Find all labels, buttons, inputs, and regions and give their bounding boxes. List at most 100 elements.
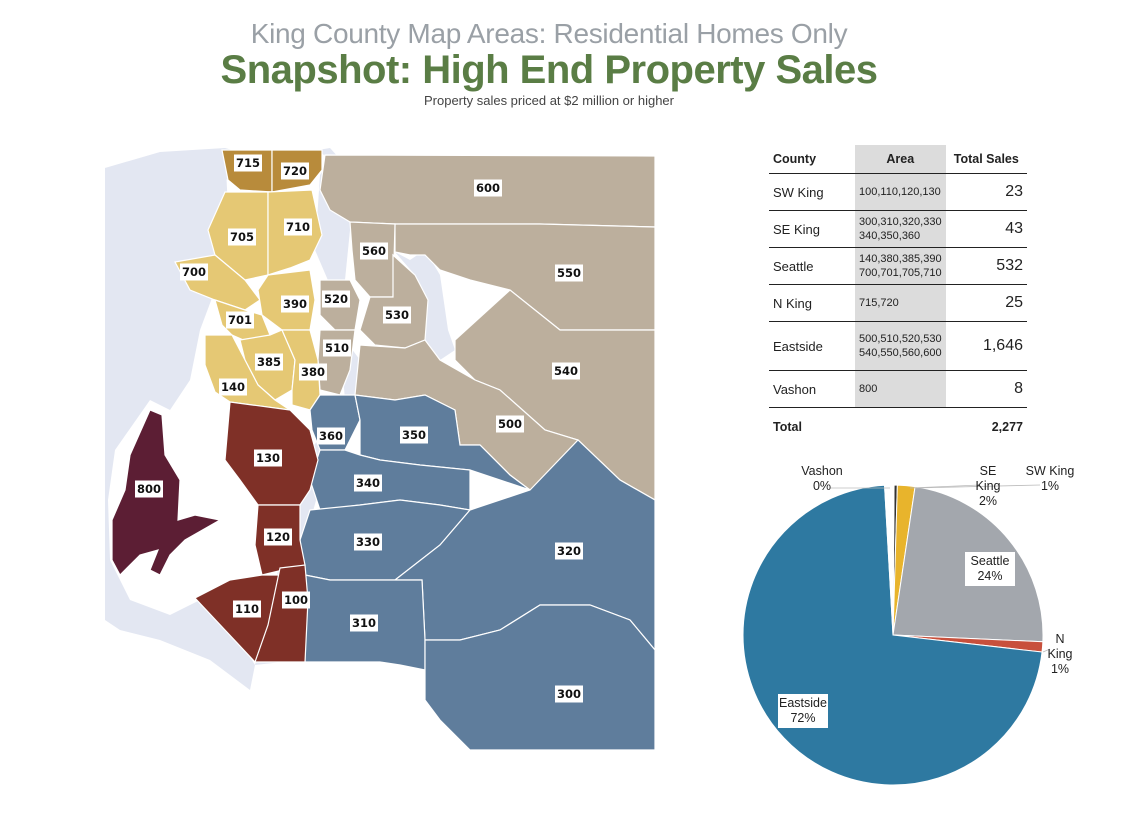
area-line: 300,310,320,330 [859,216,942,228]
county-cell: N King [769,284,855,322]
pie-label-sw-king: SW King 1% [1026,464,1075,493]
map-label-300: 300 [555,685,583,703]
map-label-140: 140 [219,378,247,396]
area-cell: 500,510,520,530 540,550,560,600 [855,321,946,371]
map-label-720: 720 [281,162,309,180]
svg-text:385: 385 [257,355,281,369]
map-label-310: 310 [350,614,378,632]
area-line: 100,110,120,130 [859,186,941,198]
pie-label-box [778,694,828,728]
svg-text:320: 320 [557,544,581,558]
county-cell: SW King [769,173,855,211]
pie-chart: Vashon 0% SE King 2% Seattle 24% N King 1% Eastsid… [742,464,1075,786]
area-300 [424,604,656,751]
total-cell: 1,646 [945,321,1027,371]
map-label-510: 510 [323,339,351,357]
area-line: 540,550,560,600 [859,347,942,359]
total-cell: 8 [945,370,1027,408]
map-label-130: 130 [254,449,282,467]
map-label-715: 715 [234,154,262,172]
svg-text:350: 350 [402,428,426,442]
area-cell: 140,380,385,390 700,701,705,710 [855,247,946,285]
area-line: 800 [859,383,878,395]
map-label-120: 120 [264,528,292,546]
map-label-700: 700 [180,263,208,281]
svg-text:700: 700 [182,265,206,279]
map-label-530: 530 [383,306,411,324]
page-title: Snapshot: High End Property Sales [220,48,878,92]
svg-text:720: 720 [283,164,307,178]
svg-text:510: 510 [325,341,349,355]
total-value: 2,277 [991,419,1023,434]
svg-text:130: 130 [256,451,280,465]
area-cell: 715,720 [855,284,946,322]
svg-text:600: 600 [476,181,500,195]
map-label-500: 500 [496,415,524,433]
svg-text:715: 715 [236,156,260,170]
table-row: Eastside 500,510,520,530 540,550,560,600 1,… [769,321,1027,371]
county-cell: Eastside [769,321,855,371]
page-subtitle: Property sales priced at $2 million or h… [423,93,674,108]
svg-text:550: 550 [557,266,581,280]
super-title: King County Map Areas: Residential Homes… [250,18,848,49]
county-cell: SE King [769,210,855,248]
header-total: Total Sales [945,145,1027,174]
svg-text:120: 120 [266,530,290,544]
svg-text:560: 560 [362,244,386,258]
total-cell: 23 [945,173,1027,211]
svg-text:140: 140 [221,380,245,394]
map-label-380: 380 [299,363,327,381]
total-cell: 532 [945,247,1027,285]
pie-label-se-king: SE King 2% [975,464,1000,508]
map-label-360: 360 [317,427,345,445]
area-line: 715,720 [859,297,899,309]
svg-text:800: 800 [137,482,161,496]
svg-text:500: 500 [498,417,522,431]
area-line: 700,701,705,710 [859,267,942,279]
svg-text:530: 530 [385,308,409,322]
pie-label-vashon: Vashon 0% [801,464,843,493]
map-label-390: 390 [281,295,309,313]
map-label-550: 550 [555,264,583,282]
leader-line [914,484,1041,489]
table-row: N King 715,720 25 [769,284,1027,322]
total-area-empty [855,408,946,446]
map-label-385: 385 [255,353,283,371]
svg-text:360: 360 [319,429,343,443]
svg-text:520: 520 [324,292,348,306]
map-label-340: 340 [354,474,382,492]
water-region-2 [105,148,230,450]
map-label-110: 110 [233,600,261,618]
total-cell: 43 [945,210,1027,248]
svg-text:705: 705 [230,230,254,244]
header-county: County [769,145,855,174]
area-100 [254,564,309,663]
map-label-701: 701 [226,311,254,329]
map-label-520: 520 [322,290,350,308]
table-row: SE King 300,310,320,330 340,350,360 43 [769,210,1027,248]
svg-text:330: 330 [356,535,380,549]
map-label-330: 330 [354,533,382,551]
svg-text:100: 100 [284,593,308,607]
svg-text:701: 701 [228,313,252,327]
pie-slice-sw-king [884,484,895,636]
map-label-320: 320 [555,542,583,560]
map-label-100: 100 [282,591,310,609]
svg-text:540: 540 [554,364,578,378]
table-row: Seattle 140,380,385,390 700,701,705,710 532 [769,247,1027,285]
svg-text:310: 310 [352,616,376,630]
svg-text:340: 340 [356,476,380,490]
map-label-560: 560 [360,242,388,260]
svg-text:380: 380 [301,365,325,379]
header-area: Area [855,145,946,174]
svg-text:390: 390 [283,297,307,311]
table-row: SW King 100,110,120,130 23 [769,173,1027,211]
map-label-350: 350 [400,426,428,444]
leader-line [1042,648,1051,653]
total-row: Total 2,277 [769,408,1027,446]
map-label-705: 705 [228,228,256,246]
pie-label-n-king: N King 1% [1047,632,1072,676]
pie-label-seattle: Seattle 24% [971,554,1010,583]
area-800 [111,409,222,576]
area-line: 340,350,360 [859,230,921,242]
